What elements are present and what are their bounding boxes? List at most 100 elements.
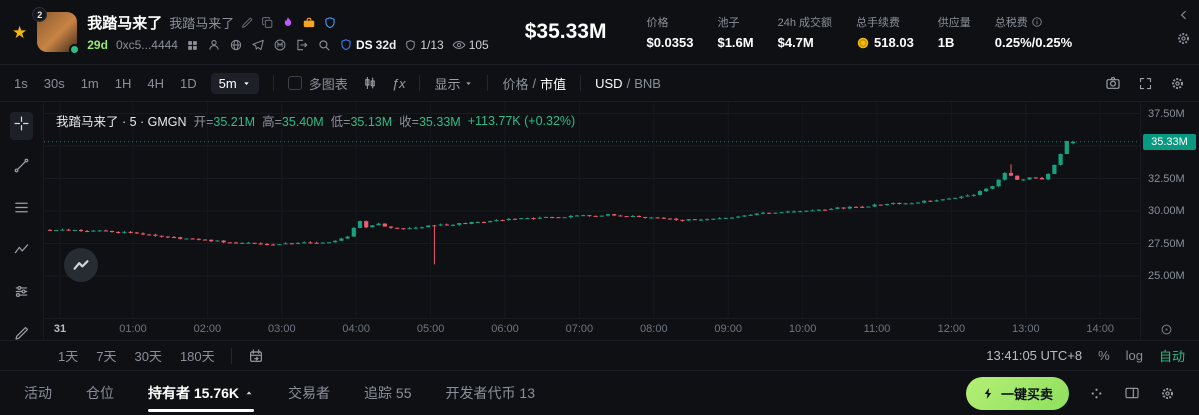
timeframe-1D[interactable]: 1D bbox=[180, 75, 197, 91]
clock: 13:41:05 UTC+8 bbox=[986, 348, 1083, 363]
search-icon[interactable] bbox=[317, 38, 331, 52]
stat-supply: 供应量 1B bbox=[938, 14, 971, 50]
legend-close-value: 35.33M bbox=[418, 115, 461, 129]
medium-icon[interactable] bbox=[273, 38, 287, 52]
time-axis-label: 07:00 bbox=[565, 323, 594, 335]
person-icon[interactable] bbox=[207, 38, 221, 52]
stat-label: 供应量 bbox=[937, 17, 971, 29]
range-bar-right: 13:41:05 UTC+8 % log 自动 bbox=[986, 346, 1185, 365]
timeframe-30s[interactable]: 30s bbox=[43, 75, 65, 91]
goto-date-icon[interactable] bbox=[248, 348, 264, 364]
tab-tracking[interactable]: 追踪 55 bbox=[364, 371, 411, 415]
usd-mode[interactable]: USD bbox=[595, 75, 623, 91]
flame-icon[interactable] bbox=[281, 16, 295, 30]
pencil-tool-icon[interactable] bbox=[11, 322, 33, 349]
sliders-tool-icon[interactable] bbox=[10, 280, 33, 308]
candlestick-chart[interactable]: 我踏马来了 · 5 · GMGN 开=35.21M 高=35.40M 低=35.… bbox=[44, 102, 1140, 340]
audit-ratio[interactable]: 1/13 bbox=[404, 38, 444, 52]
split-panel-icon[interactable] bbox=[1124, 385, 1140, 401]
token-stats: 价格 $0.0353 池子 $1.6M 24h 成交额 $4.7M 总手续费 5… bbox=[646, 14, 1072, 50]
settings-gear-icon[interactable] bbox=[1176, 31, 1191, 46]
exit-icon[interactable] bbox=[295, 38, 309, 52]
avatar-rank-badge: 2 bbox=[32, 7, 48, 22]
time-axis-label: 05:00 bbox=[416, 323, 445, 335]
grid-icon[interactable] bbox=[186, 39, 199, 52]
current-price-badge: 35.33M bbox=[1143, 133, 1196, 150]
tab-label: 活动 bbox=[24, 385, 52, 401]
display-dropdown[interactable]: 显示 bbox=[434, 74, 473, 93]
currency-toggle: USD / BNB bbox=[595, 76, 661, 91]
time-axis-label: 12:00 bbox=[937, 323, 966, 335]
log-scale-button[interactable]: log bbox=[1125, 348, 1143, 363]
pattern-tool-icon[interactable] bbox=[10, 238, 33, 266]
divider bbox=[272, 75, 274, 91]
one-click-trade-button[interactable]: 一键买卖 bbox=[965, 376, 1069, 410]
indicators-icon[interactable]: ƒx bbox=[391, 75, 406, 91]
realtime-target-icon[interactable] bbox=[1159, 322, 1174, 337]
price-mcap-toggle: 价格 / 市值 bbox=[502, 74, 566, 93]
token-avatar[interactable]: 2 bbox=[32, 7, 81, 55]
timeframe-1m[interactable]: 1m bbox=[80, 75, 99, 91]
copy-icon[interactable] bbox=[261, 16, 274, 29]
tab-dev-tokens[interactable]: 开发者代币 13 bbox=[446, 371, 535, 415]
camera-icon[interactable] bbox=[1105, 75, 1121, 91]
percent-scale-button[interactable]: % bbox=[1098, 348, 1110, 363]
briefcase-icon[interactable] bbox=[302, 16, 316, 30]
price-mode[interactable]: 价格 bbox=[502, 76, 529, 92]
chart-settings-gear-icon[interactable] bbox=[1170, 76, 1185, 91]
range-30天[interactable]: 30天 bbox=[134, 349, 162, 364]
info-icon[interactable] bbox=[1031, 16, 1043, 28]
token-header: ★ 2 我踏马来了 我踏马来了 29d 0xc5...4444 bbox=[0, 0, 1199, 64]
collapse-panel-icon[interactable] bbox=[1177, 8, 1191, 22]
time-axis[interactable]: 31 01:00 02:00 03:00 04:00 05:00 06:00 07:00 08:… bbox=[44, 318, 1140, 340]
multichart-checkbox[interactable] bbox=[287, 76, 302, 90]
lines-tool-icon[interactable] bbox=[10, 196, 33, 224]
tab-holders[interactable]: 持有者 15.76K bbox=[148, 371, 255, 415]
timeframe-1s[interactable]: 1s bbox=[14, 75, 28, 91]
tradingview-logo[interactable] bbox=[64, 248, 98, 282]
price-axis[interactable]: 35.33M 37.50M 32.50M 30.00M 27.50M 25.00M bbox=[1140, 102, 1199, 340]
edit-icon[interactable] bbox=[241, 16, 254, 29]
token-address[interactable]: 0xc5...4444 bbox=[115, 38, 178, 52]
tab-positions[interactable]: 仓位 bbox=[86, 371, 114, 415]
favorite-star-icon[interactable]: ★ bbox=[12, 22, 28, 42]
price-axis-label: 32.50M bbox=[1148, 172, 1185, 185]
telegram-icon[interactable] bbox=[251, 38, 265, 52]
chart-style-icon[interactable] bbox=[362, 75, 378, 91]
panel-settings-gear-icon[interactable] bbox=[1160, 386, 1175, 401]
watchers[interactable]: 105 bbox=[452, 38, 489, 52]
interval-dropdown[interactable]: 5m bbox=[210, 72, 259, 94]
trade-button-label: 一键买卖 bbox=[1000, 386, 1053, 402]
timeframe-1H[interactable]: 1H bbox=[114, 75, 132, 91]
range-7天[interactable]: 7天 bbox=[96, 349, 117, 364]
divider bbox=[419, 75, 421, 91]
tab-label: 仓位 bbox=[86, 385, 114, 401]
globe-icon[interactable] bbox=[229, 38, 243, 52]
stat-value: $4.7M bbox=[777, 35, 814, 50]
chart-canvas[interactable] bbox=[44, 102, 1140, 318]
timeframe-4H[interactable]: 4H bbox=[147, 75, 165, 91]
bnb-mode[interactable]: BNB bbox=[634, 75, 661, 91]
auto-scale-button[interactable]: 自动 bbox=[1158, 349, 1185, 364]
stat-value: $0.0353 bbox=[646, 35, 694, 50]
dexscreener-badge[interactable]: DS 32d bbox=[339, 38, 396, 52]
stat-volume: 24h 成交额 $4.7M bbox=[778, 14, 832, 50]
tab-activity[interactable]: 活动 bbox=[24, 371, 52, 415]
chart-legend: 我踏马来了 · 5 · GMGN 开=35.21M 高=35.40M 低=35.… bbox=[56, 111, 575, 130]
audit-shield-icon bbox=[404, 39, 417, 52]
range-1天[interactable]: 1天 bbox=[58, 349, 79, 364]
trendline-tool-icon[interactable] bbox=[10, 154, 33, 182]
stat-label: 总税费 bbox=[994, 17, 1028, 29]
multichart-toggle[interactable]: 多图表 bbox=[287, 74, 348, 93]
mcap-mode[interactable]: 市值 bbox=[540, 76, 567, 92]
dots-icon[interactable] bbox=[1089, 386, 1104, 401]
audit-ratio-value: 1/13 bbox=[420, 38, 444, 52]
time-axis-label: 13:00 bbox=[1012, 323, 1040, 335]
legend-high-value: 35.40M bbox=[281, 115, 324, 129]
shield-badge-icon[interactable] bbox=[323, 16, 337, 30]
fullscreen-icon[interactable] bbox=[1138, 76, 1153, 91]
range-180天[interactable]: 180天 bbox=[179, 349, 215, 364]
bottom-tabbar: 活动 仓位 持有者 15.76K 交易者 追踪 55 开发者代币 13 一键买卖 bbox=[0, 370, 1199, 415]
crosshair-tool-icon[interactable] bbox=[10, 112, 33, 140]
tab-traders[interactable]: 交易者 bbox=[288, 371, 330, 415]
